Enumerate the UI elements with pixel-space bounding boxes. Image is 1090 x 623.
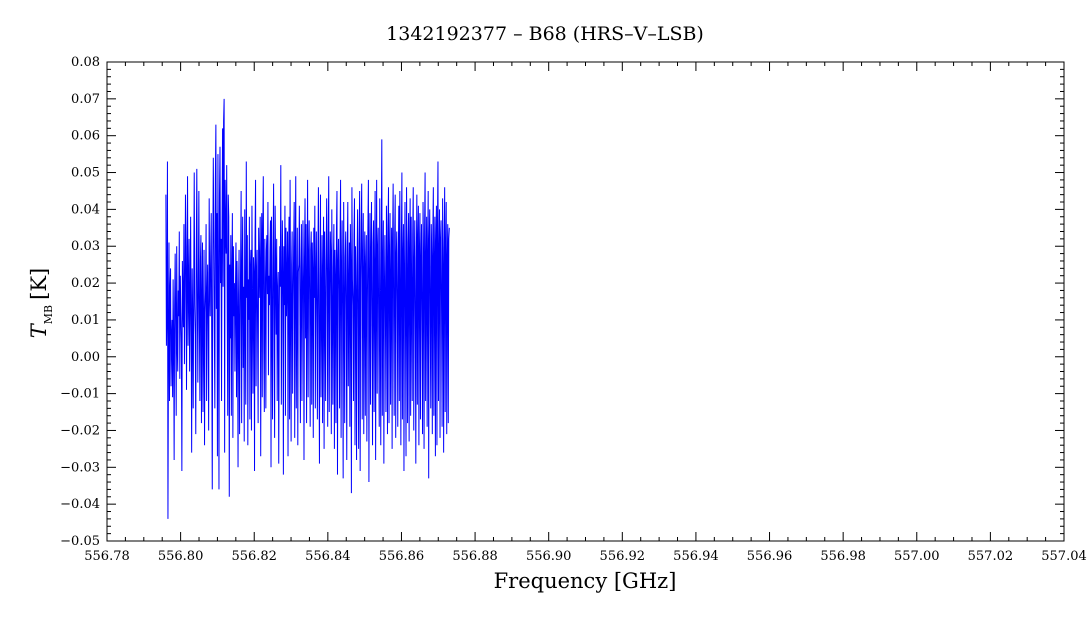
x-tick-label: 556.98 [820, 549, 866, 564]
y-axis-title: TMB [K] [27, 268, 55, 338]
x-tick-label: 556.84 [305, 549, 351, 564]
x-tick-label: 556.86 [379, 549, 425, 564]
y-tick-label: −0.03 [60, 460, 100, 475]
x-tick-label: 556.96 [747, 549, 793, 564]
y-tick-label: −0.04 [60, 497, 100, 512]
x-tick-label: 557.04 [1041, 549, 1087, 564]
y-tick-label: 0.00 [71, 350, 100, 365]
y-axis-title-text: TMB [K] [27, 268, 55, 338]
y-tick-label: 0.03 [71, 239, 100, 254]
y-tick-label: 0.01 [71, 313, 100, 328]
y-tick-label: −0.02 [60, 423, 100, 438]
y-tick-label: 0.02 [71, 276, 100, 291]
x-tick-label: 556.78 [84, 549, 130, 564]
x-tick-label: 557.00 [894, 549, 940, 564]
y-tick-label: 0.07 [71, 92, 100, 107]
x-tick-label: 556.92 [600, 549, 646, 564]
chart-title: 1342192377 – B68 (HRS–V–LSB) [386, 23, 704, 45]
x-tick-label: 556.88 [452, 549, 498, 564]
x-tick-label: 556.90 [526, 549, 572, 564]
y-tick-label: 0.06 [71, 129, 100, 144]
y-tick-label: 0.05 [71, 166, 100, 181]
y-tick-label: 0.08 [71, 55, 100, 70]
y-axis-title-main: T [27, 322, 51, 338]
y-axis-title-sub: MB [42, 305, 55, 324]
y-tick-label: 0.04 [71, 202, 100, 217]
x-axis: 556.78 556.80 556.82 556.84 556.86 556.88 556.… [84, 62, 1087, 564]
y-tick-label: −0.01 [60, 387, 100, 402]
y-axis: −0.05 −0.04 −0.03 −0.02 −0.01 0.00 0.01 0.02 0.0… [60, 55, 1064, 549]
y-axis-title-unit: [K] [27, 268, 51, 300]
x-tick-label: 557.02 [968, 549, 1014, 564]
x-axis-title: Frequency [GHz] [494, 569, 677, 593]
x-tick-label: 556.94 [673, 549, 719, 564]
series-line [165, 98, 450, 519]
x-tick-label: 556.80 [158, 549, 204, 564]
y-tick-label: −0.05 [60, 534, 100, 549]
x-tick-label: 556.82 [231, 549, 277, 564]
